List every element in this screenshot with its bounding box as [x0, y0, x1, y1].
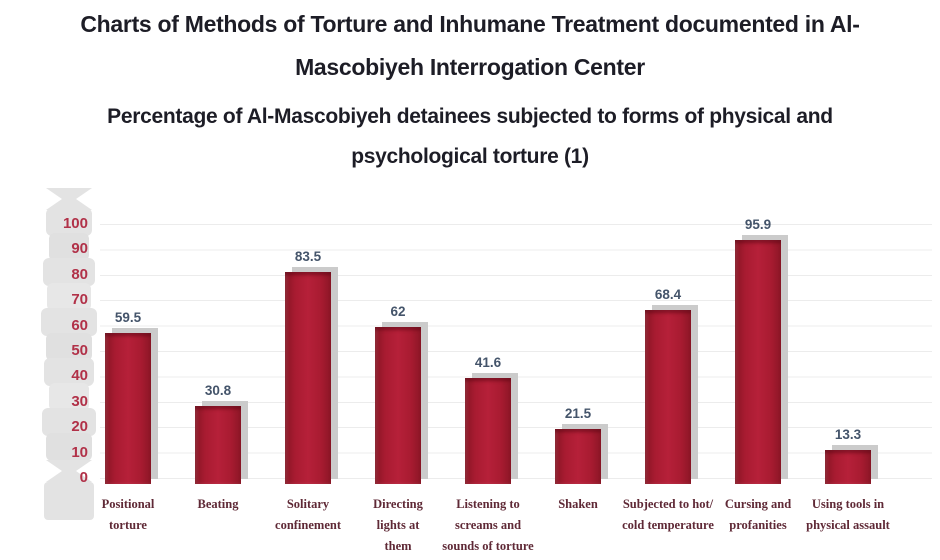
- y-tick-label: 40: [71, 367, 88, 385]
- bar-cursing-profanities: 95.9: [735, 217, 788, 484]
- bar-chart: 100 90 80 70 60 50 40 30 20 10 0 59.5 30…: [0, 185, 940, 560]
- category-label: Beating: [197, 497, 239, 511]
- category-label: Listening to screams and sounds of tortu…: [442, 497, 534, 553]
- category-labels: Positional torture Beating Solitary conf…: [0, 185, 940, 560]
- y-axis-decorative-strip: [41, 188, 97, 520]
- bar-fill: [645, 310, 691, 484]
- bars-group: 59.5 30.8 83.5 62 41.6: [0, 185, 940, 484]
- bar-fill: [285, 272, 331, 484]
- y-tick-label: 30: [71, 392, 88, 410]
- bar-beating: 30.8: [195, 383, 248, 484]
- bar-value-label: 62: [390, 304, 406, 319]
- y-tick-label: 20: [71, 418, 88, 436]
- bar-value-label: 21.5: [564, 406, 592, 421]
- bar-value-label: 95.9: [744, 217, 772, 232]
- bar-fill: [105, 333, 151, 484]
- category-label: Directing lights at them: [373, 497, 423, 553]
- page-title: Charts of Methods of Torture and Inhuman…: [80, 11, 860, 80]
- bar-value-label: 41.6: [474, 355, 502, 370]
- bar-value-label: 59.5: [114, 310, 142, 325]
- y-tick-label: 10: [71, 443, 88, 461]
- y-tick-label: 100: [62, 215, 88, 232]
- category-label: Shaken: [558, 497, 598, 511]
- chart-title: Percentage of Al-Mascobiyeh detainees su…: [107, 105, 833, 168]
- bar-fill: [555, 429, 601, 484]
- bar-hot-cold-temperature: 68.4: [645, 287, 698, 484]
- bar-value-label: 13.3: [834, 427, 862, 442]
- bar-shaken: 21.5: [555, 406, 608, 484]
- y-tick-label: 0: [79, 468, 88, 486]
- category-label: Positional torture: [101, 497, 155, 532]
- bar-fill: [375, 327, 421, 484]
- y-tick-label: 60: [71, 316, 88, 334]
- bar-listening-to-screams: 41.6: [465, 355, 518, 484]
- bar-positional-torture: 59.5: [105, 310, 158, 484]
- bar-fill: [195, 406, 241, 484]
- bar-fill: [825, 450, 871, 484]
- y-axis-tick-labels: 100 90 80 70 60 50 40 30 20 10 0: [38, 215, 92, 487]
- y-tick-label: 70: [71, 291, 88, 309]
- bar-tools-physical-assault: 13.3: [825, 427, 878, 484]
- category-label: Subjected to hot/ cold temperature: [622, 497, 714, 532]
- category-label: Cursing and profanities: [724, 497, 792, 532]
- bar-value-label: 68.4: [654, 287, 682, 302]
- y-tick-label: 50: [71, 341, 88, 359]
- bar-value-label: 83.5: [294, 249, 322, 264]
- bar-fill: [465, 378, 511, 484]
- category-label: Solitary confinement: [275, 497, 341, 532]
- y-tick-label: 80: [71, 265, 88, 283]
- bar-directing-lights: 62: [375, 304, 428, 484]
- y-tick-label: 90: [71, 240, 88, 258]
- bar-solitary-confinement: 83.5: [285, 249, 338, 484]
- bar-value-label: 30.8: [204, 383, 232, 398]
- bar-fill: [735, 240, 781, 484]
- category-label: Using tools in physical assault: [806, 497, 890, 532]
